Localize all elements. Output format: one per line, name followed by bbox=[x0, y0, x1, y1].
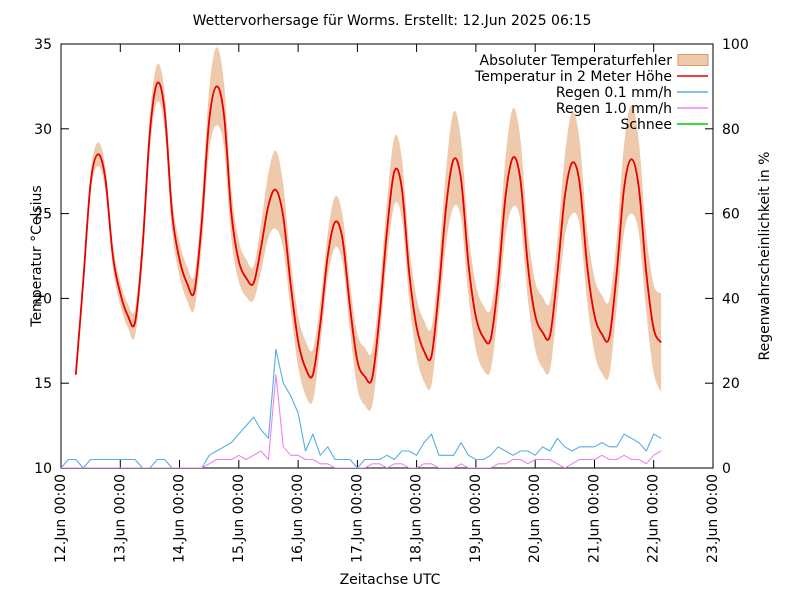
temperature-line bbox=[74, 81, 662, 384]
rain-10-line bbox=[61, 374, 662, 468]
x-tick-label: 14.Jun 00:00 bbox=[172, 474, 188, 563]
y-right-tick-label: 100 bbox=[722, 37, 749, 53]
temperature-error-band bbox=[75, 47, 662, 411]
y-axis-left-label: Temperatur °Celsius bbox=[29, 185, 45, 327]
x-tick-label: 16.Jun 00:00 bbox=[290, 474, 306, 563]
legend-label: Schnee bbox=[620, 117, 672, 133]
x-tick-label: 18.Jun 00:00 bbox=[409, 474, 425, 563]
x-tick-label: 19.Jun 00:00 bbox=[468, 474, 484, 563]
x-tick-label: 17.Jun 00:00 bbox=[349, 474, 365, 563]
x-tick-label: 15.Jun 00:00 bbox=[231, 474, 247, 563]
x-tick-label: 20.Jun 00:00 bbox=[527, 474, 543, 563]
y-left-tick-label: 20 bbox=[34, 291, 52, 307]
y-right-tick-label: 80 bbox=[722, 122, 740, 138]
x-tick-label: 12.Jun 00:00 bbox=[53, 474, 69, 563]
x-axis-label: Zeitachse UTC bbox=[339, 572, 441, 588]
x-tick-label: 13.Jun 00:00 bbox=[112, 474, 128, 563]
y-left-tick-label: 30 bbox=[34, 122, 52, 138]
y-right-tick-label: 0 bbox=[722, 461, 731, 477]
legend-label: Absoluter Temperaturfehler bbox=[480, 53, 673, 69]
y-right-tick-label: 60 bbox=[722, 207, 740, 223]
legend-label: Temperatur in 2 Meter Höhe bbox=[474, 69, 672, 85]
legend-label: Regen 1.0 mm/h bbox=[556, 101, 672, 117]
x-tick-label: 22.Jun 00:00 bbox=[646, 474, 662, 563]
x-tick-label: 23.Jun 00:00 bbox=[705, 474, 721, 563]
y-right-tick-label: 20 bbox=[722, 376, 740, 392]
y-right-tick-label: 40 bbox=[722, 291, 740, 307]
tick-labels: 10 15 20 25 30 35 0 20 40 60 80 100 12.Jun 00:00 13.J… bbox=[34, 37, 749, 563]
x-tick-label: 21.Jun 00:00 bbox=[587, 474, 603, 563]
rain-01-line bbox=[61, 348, 662, 468]
y-left-tick-label: 25 bbox=[34, 207, 52, 223]
y-axis-right-label: Regenwahrscheinlichkeit in % bbox=[757, 151, 773, 361]
y-left-tick-label: 35 bbox=[34, 37, 52, 53]
legend-label: Regen 0.1 mm/h bbox=[556, 85, 672, 101]
legend-band-swatch bbox=[677, 54, 709, 66]
chart-title: Wettervorhersage für Worms. Erstellt: 12… bbox=[192, 13, 592, 29]
y-left-tick-label: 10 bbox=[34, 461, 52, 477]
y-left-tick-label: 15 bbox=[34, 376, 52, 392]
